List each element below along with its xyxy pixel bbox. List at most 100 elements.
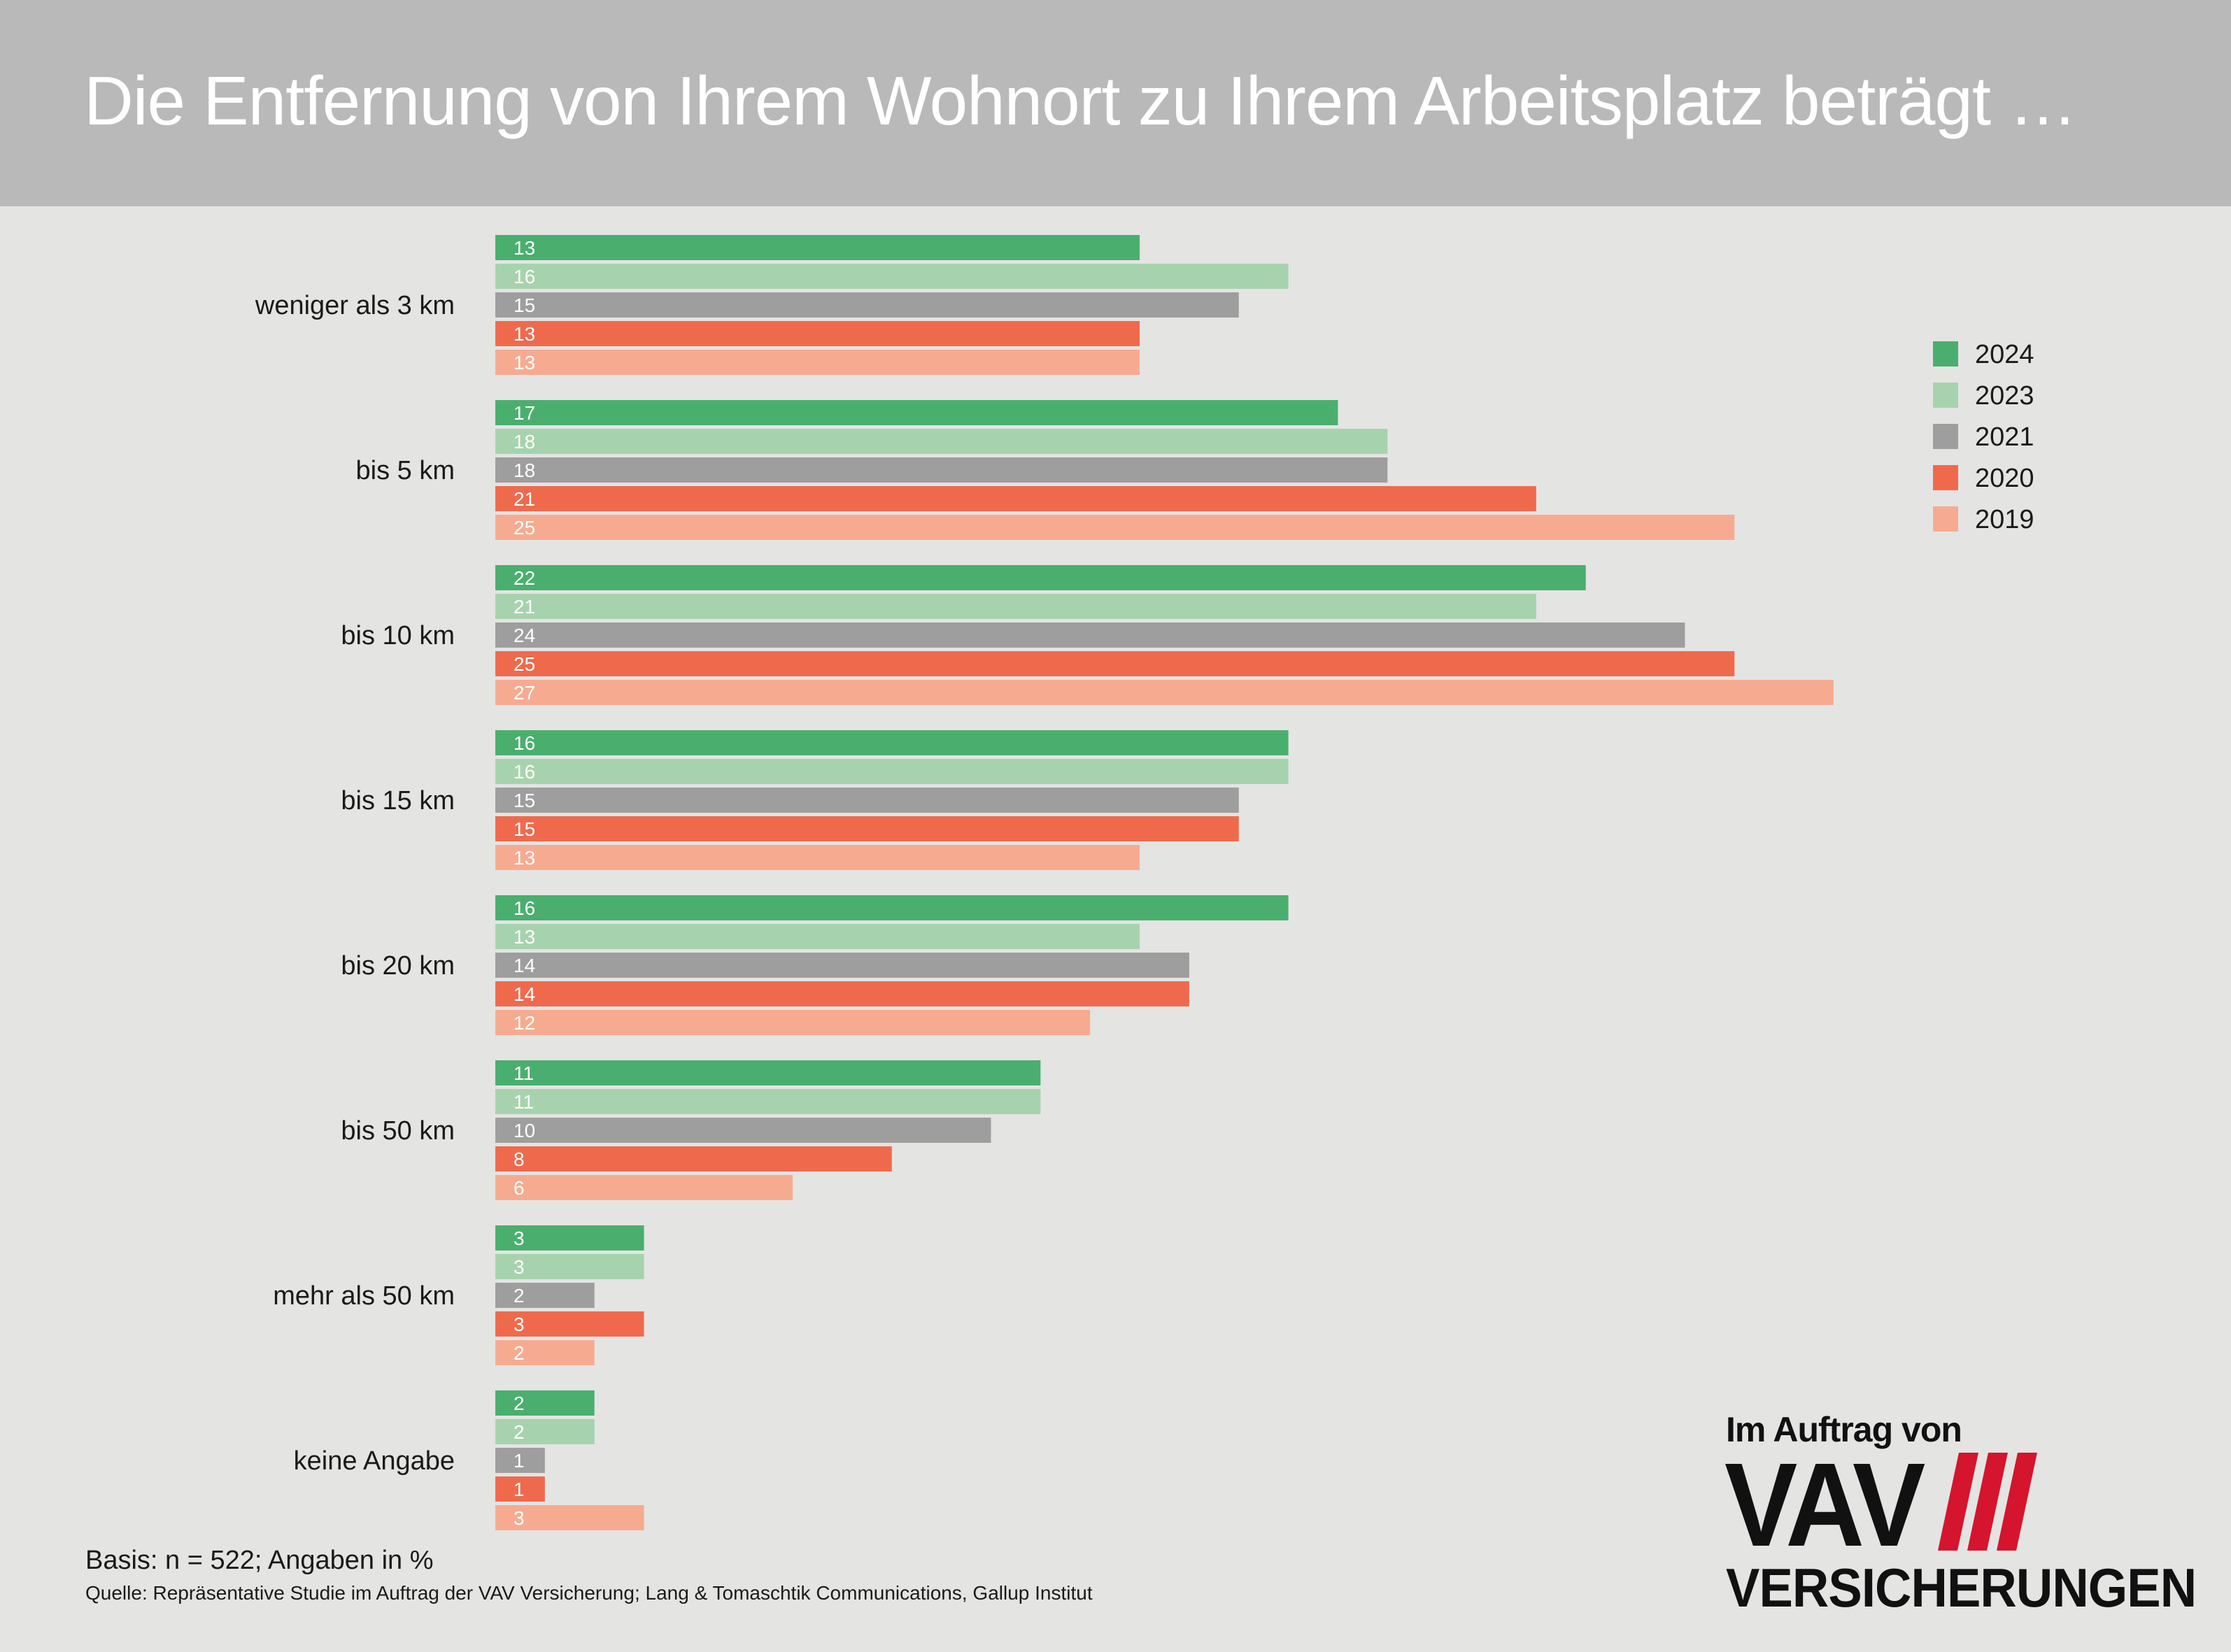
- bar-value-label: 14: [514, 983, 535, 1005]
- bar: [495, 816, 1239, 841]
- bar: [495, 1146, 892, 1172]
- bar: [495, 1390, 595, 1416]
- bar-value-label: 22: [514, 567, 535, 589]
- bar: [495, 486, 1536, 511]
- bar-value-label: 3: [514, 1256, 525, 1278]
- legend-label: 2023: [1975, 381, 2034, 411]
- bar: [495, 1419, 595, 1444]
- legend-swatch: [1933, 465, 1958, 490]
- bar-value-label: 11: [514, 1091, 534, 1113]
- bar: [495, 429, 1388, 454]
- bar-value-label: 8: [514, 1148, 525, 1170]
- bar: [495, 1283, 595, 1308]
- category-label: weniger als 3 km: [255, 291, 455, 320]
- bar-value-label: 27: [514, 682, 535, 704]
- bar: [495, 235, 1140, 260]
- page-title: Die Entfernung von Ihrem Wohnort zu Ihre…: [84, 62, 2077, 139]
- logo-wordmark: VAV: [1724, 1439, 1925, 1572]
- bar: [495, 759, 1289, 784]
- category-label: bis 20 km: [341, 951, 455, 981]
- bar-value-label: 16: [514, 266, 535, 287]
- vav-logo: Im Auftrag von VAV VERSICHERUNGEN: [1724, 1409, 2200, 1618]
- logo-subtitle: VERSICHERUNGEN: [1726, 1557, 2197, 1618]
- bar-value-label: 25: [514, 517, 535, 539]
- bar-value-label: 16: [514, 732, 535, 754]
- bar: [495, 1340, 595, 1365]
- bar-value-label: 14: [514, 955, 535, 976]
- bar-value-label: 6: [514, 1177, 525, 1199]
- legend-label: 2020: [1975, 464, 2034, 493]
- logo-tagline: Im Auftrag von: [1726, 1410, 1962, 1449]
- legend-swatch: [1933, 383, 1958, 408]
- bar: [495, 1505, 644, 1530]
- bar-value-label: 18: [514, 460, 535, 481]
- legend-label: 2019: [1975, 505, 2034, 534]
- bar-value-label: 13: [514, 323, 535, 345]
- bar-value-label: 21: [514, 596, 535, 618]
- bar: [495, 264, 1289, 289]
- bar: [495, 1311, 644, 1337]
- bar-value-label: 16: [514, 897, 535, 919]
- bar: [495, 730, 1289, 755]
- bar-value-label: 1: [514, 1479, 525, 1500]
- bar-value-label: 1: [514, 1450, 525, 1472]
- bar: [495, 1225, 644, 1251]
- bar: [495, 594, 1536, 619]
- bar-value-label: 13: [514, 847, 535, 869]
- category-label: bis 15 km: [341, 786, 455, 816]
- bar: [495, 622, 1685, 648]
- bar: [495, 845, 1140, 870]
- legend-label: 2024: [1975, 340, 2034, 369]
- bar-value-label: 12: [514, 1012, 535, 1034]
- bar: [495, 515, 1735, 540]
- logo-stripes-icon: [1938, 1453, 2037, 1551]
- category-label: keine Angabe: [294, 1446, 455, 1476]
- bar: [495, 788, 1239, 813]
- bar: [495, 981, 1189, 1006]
- bar: [495, 1476, 545, 1502]
- header-bar: Die Entfernung von Ihrem Wohnort zu Ihre…: [0, 0, 2231, 206]
- bar: [495, 350, 1140, 375]
- bar: [495, 1175, 793, 1200]
- bar: [495, 1060, 1041, 1085]
- bar-value-label: 10: [514, 1120, 535, 1141]
- bar: [495, 400, 1338, 425]
- bar-value-label: 2: [514, 1393, 525, 1414]
- bar: [495, 1448, 545, 1473]
- bar: [495, 1089, 1041, 1114]
- bar-value-label: 18: [514, 431, 535, 453]
- bar: [495, 895, 1289, 920]
- bar-value-label: 11: [514, 1062, 534, 1084]
- bar-value-label: 3: [514, 1313, 525, 1335]
- legend-label: 2021: [1975, 422, 2034, 452]
- bar-value-label: 16: [514, 761, 535, 783]
- category-label: bis 50 km: [341, 1116, 455, 1146]
- bar-value-label: 21: [514, 488, 535, 510]
- bar: [495, 1254, 644, 1279]
- bar-value-label: 15: [514, 818, 535, 840]
- bar-value-label: 13: [514, 352, 535, 373]
- bar-value-label: 3: [514, 1227, 525, 1249]
- bar-value-label: 24: [514, 625, 535, 646]
- bar-value-label: 2: [514, 1421, 525, 1443]
- category-label: bis 5 km: [356, 456, 455, 485]
- bar-value-label: 25: [514, 653, 535, 675]
- bar: [495, 651, 1735, 676]
- bar: [495, 680, 1834, 705]
- bar: [495, 457, 1388, 483]
- bar-value-label: 3: [514, 1507, 525, 1529]
- bar-value-label: 15: [514, 294, 535, 316]
- legend-swatch: [1933, 341, 1958, 366]
- legend-swatch: [1933, 424, 1958, 449]
- footer-source: Quelle: Repräsentative Studie im Auftrag…: [85, 1582, 1093, 1604]
- legend-swatch: [1933, 506, 1958, 532]
- footer-basis: Basis: n = 522; Angaben in %: [85, 1546, 434, 1575]
- bar-value-label: 15: [514, 790, 535, 811]
- bar-value-label: 13: [514, 926, 535, 948]
- bar-value-label: 2: [514, 1342, 525, 1364]
- bar-value-label: 17: [514, 402, 535, 424]
- bar: [495, 1010, 1091, 1035]
- bar: [495, 1118, 991, 1143]
- bar: [495, 953, 1189, 978]
- bar-value-label: 2: [514, 1285, 525, 1306]
